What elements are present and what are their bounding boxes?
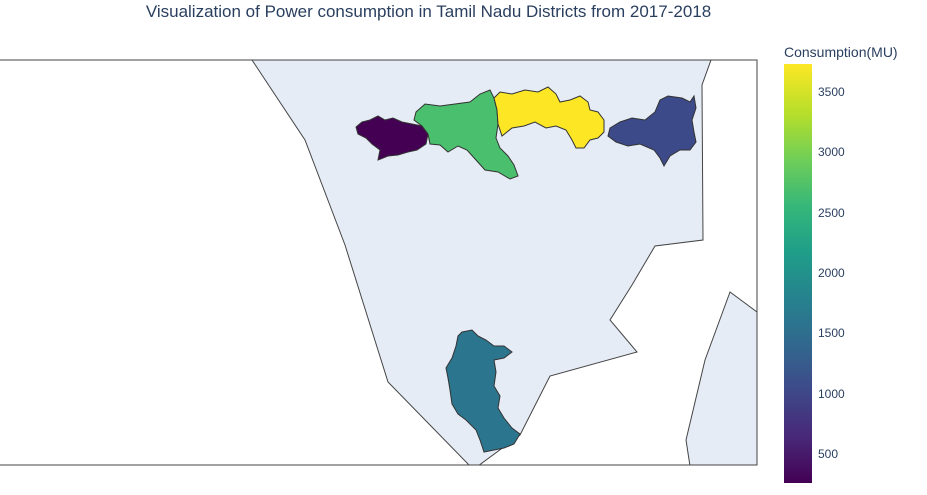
district-central-west[interactable]	[413, 89, 519, 180]
chart-title: Visualization of Power consumption in Ta…	[145, 2, 712, 21]
map-frame-border	[0, 59, 758, 466]
district-south[interactable]	[445, 329, 521, 453]
district-east[interactable]	[607, 94, 697, 168]
colorbar	[784, 64, 812, 483]
colorbar-tick-label: 2500	[818, 205, 845, 220]
colorbar-tick-label: 500	[818, 447, 839, 462]
colorbar-title: Consumption(MU)	[784, 44, 898, 60]
district-west[interactable]	[355, 115, 429, 161]
colorbar-tick-label: 3500	[818, 84, 845, 99]
india-landmass	[251, 60, 712, 465]
colorbar-tick-label: 3000	[818, 145, 845, 160]
district-central-east[interactable]	[493, 86, 605, 149]
colorbar-tick-label: 2000	[818, 266, 845, 281]
colorbar-tick-label: 1500	[818, 326, 845, 341]
colorbar-tick-label: 1000	[818, 386, 845, 401]
sri-lanka-landmass	[685, 291, 757, 465]
